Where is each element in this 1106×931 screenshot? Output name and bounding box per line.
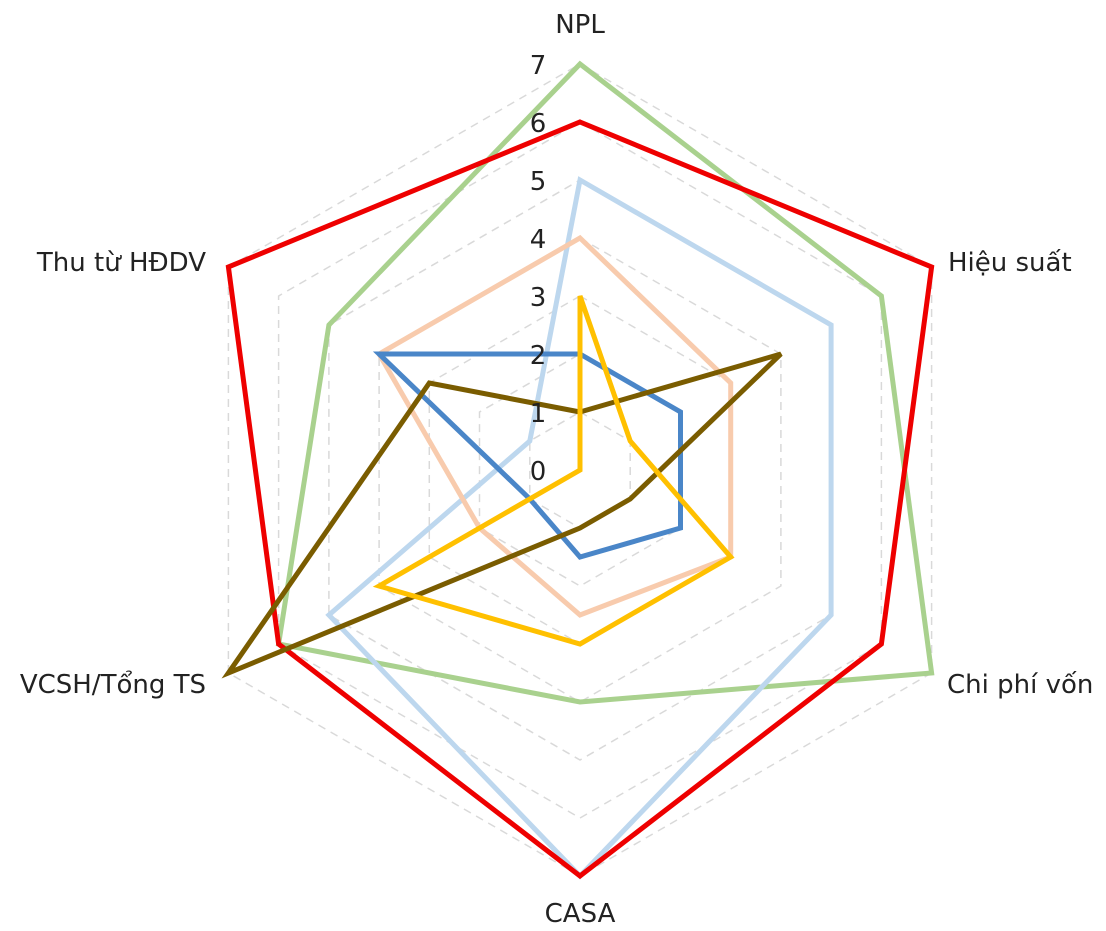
tick-label-4: 4 bbox=[530, 225, 547, 255]
grid-ring-6 bbox=[277, 121, 883, 819]
axis-label-vcsh-tong-ts: VCSH/Tổng TS bbox=[20, 669, 206, 700]
series-line-4 bbox=[225, 119, 935, 880]
tick-label-1: 1 bbox=[530, 399, 547, 429]
axis-label-casa: CASA bbox=[545, 899, 616, 929]
series-line-6 bbox=[221, 351, 783, 679]
tick-label-7: 7 bbox=[530, 51, 547, 81]
axis-label-hieu-suat: Hiệu suất bbox=[948, 248, 1072, 278]
series-line-5 bbox=[372, 351, 683, 560]
tick-label-6: 6 bbox=[530, 109, 547, 139]
axis-label-thu-tu-hddv: Thu từ HĐDV bbox=[36, 248, 206, 278]
tick-labels: 0 1 2 3 4 5 6 7 bbox=[530, 51, 547, 487]
series-line-7 bbox=[372, 295, 735, 647]
tick-label-2: 2 bbox=[530, 341, 547, 371]
tick-label-5: 5 bbox=[530, 167, 547, 197]
axis-label-chi-phi-von: Chi phí vốn bbox=[947, 670, 1093, 700]
tick-label-3: 3 bbox=[530, 283, 547, 313]
axis-label-npl: NPL bbox=[555, 10, 605, 40]
series-layer bbox=[221, 60, 935, 880]
series-line-1 bbox=[275, 60, 935, 705]
tick-label-0: 0 bbox=[530, 457, 547, 487]
